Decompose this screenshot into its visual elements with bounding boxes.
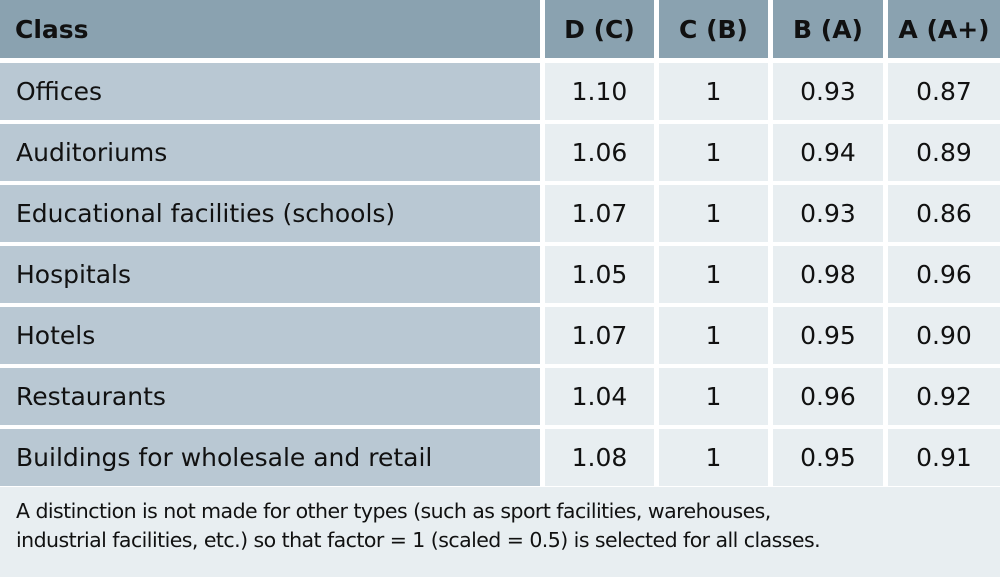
value-a-aplus: 0.86 [888,185,1000,242]
class-name: Hotels [0,307,540,364]
value-a-aplus: 0.87 [888,63,1000,120]
table-row: Hospitals 1.05 1 0.98 0.96 [0,246,1000,303]
header-c-b: C (B) [659,0,768,58]
class-name: Buildings for wholesale and retail [0,429,540,486]
table-row: Offices 1.10 1 0.93 0.87 [0,63,1000,120]
value-a-aplus: 0.92 [888,368,1000,425]
header-b-a: B (A) [773,0,883,58]
value-b-a: 0.98 [773,246,883,303]
value-b-a: 0.96 [773,368,883,425]
class-name: Hospitals [0,246,540,303]
table-footnote: A distinction is not made for other type… [0,487,1000,577]
value-c-b: 1 [659,429,768,486]
table-header-row: Class D (C) C (B) B (A) A (A+) [0,0,1000,58]
footnote-line-1: A distinction is not made for other type… [16,499,771,523]
value-b-a: 0.93 [773,185,883,242]
header-d-c: D (C) [545,0,654,58]
value-c-b: 1 [659,368,768,425]
value-d-c: 1.06 [545,124,654,181]
value-d-c: 1.07 [545,185,654,242]
class-name: Offices [0,63,540,120]
footnote-line-2: industrial facilities, etc.) so that fac… [16,528,821,552]
value-c-b: 1 [659,63,768,120]
value-d-c: 1.04 [545,368,654,425]
table-row: Restaurants 1.04 1 0.96 0.92 [0,368,1000,425]
header-class: Class [0,0,540,58]
value-c-b: 1 [659,246,768,303]
table-row: Auditoriums 1.06 1 0.94 0.89 [0,124,1000,181]
value-d-c: 1.10 [545,63,654,120]
table-row: Buildings for wholesale and retail 1.08 … [0,429,1000,486]
value-d-c: 1.08 [545,429,654,486]
table-row: Educational facilities (schools) 1.07 1 … [0,185,1000,242]
class-name: Restaurants [0,368,540,425]
value-b-a: 0.93 [773,63,883,120]
header-a-aplus: A (A+) [888,0,1000,58]
value-c-b: 1 [659,307,768,364]
value-c-b: 1 [659,185,768,242]
value-a-aplus: 0.90 [888,307,1000,364]
value-a-aplus: 0.96 [888,246,1000,303]
value-d-c: 1.07 [545,307,654,364]
value-d-c: 1.05 [545,246,654,303]
table-row: Hotels 1.07 1 0.95 0.90 [0,307,1000,364]
value-a-aplus: 0.89 [888,124,1000,181]
value-a-aplus: 0.91 [888,429,1000,486]
class-name: Educational facilities (schools) [0,185,540,242]
value-b-a: 0.95 [773,307,883,364]
class-name: Auditoriums [0,124,540,181]
value-b-a: 0.94 [773,124,883,181]
value-c-b: 1 [659,124,768,181]
value-b-a: 0.95 [773,429,883,486]
